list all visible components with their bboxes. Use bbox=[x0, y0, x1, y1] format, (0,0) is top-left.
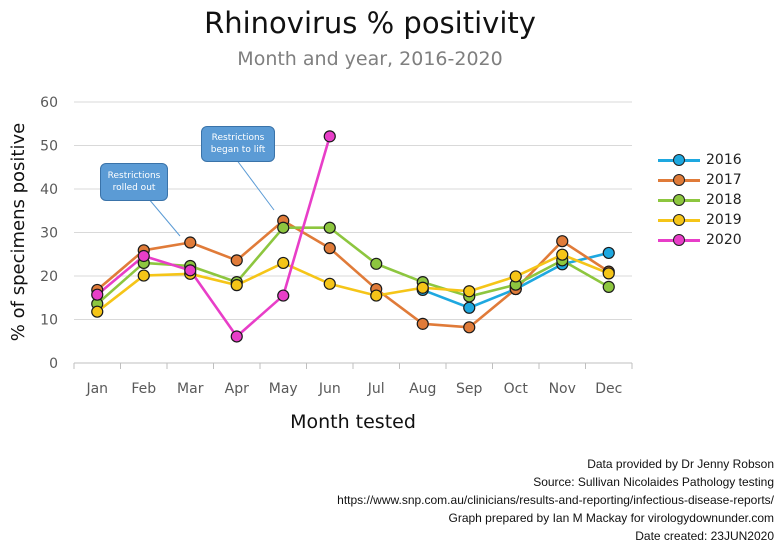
callout-text: Restrictions began to lift bbox=[210, 133, 266, 155]
x-axis-label: Month tested bbox=[290, 411, 416, 433]
y-axis-label: % of specimens positive bbox=[8, 123, 29, 341]
data-point-2019 bbox=[556, 248, 569, 261]
x-tick-label: Jun bbox=[318, 381, 341, 397]
y-tick-label: 30 bbox=[40, 226, 58, 242]
x-tick-label: Jan bbox=[85, 381, 108, 397]
chart-subtitle: Month and year, 2016-2020 bbox=[237, 48, 503, 70]
legend-label: 2017 bbox=[706, 172, 742, 188]
legend-label: 2018 bbox=[706, 192, 742, 208]
data-point-2017 bbox=[556, 235, 569, 248]
credit-line: https://www.snp.com.au/clinicians/result… bbox=[337, 493, 774, 507]
legend-swatch bbox=[658, 193, 700, 207]
callout-connector bbox=[147, 197, 181, 237]
legend-item-2017: 2017 bbox=[658, 170, 742, 190]
legend-swatch bbox=[658, 213, 700, 227]
legend-label: 2020 bbox=[706, 232, 742, 248]
series-line-2019 bbox=[96, 253, 610, 313]
legend-swatch bbox=[658, 173, 700, 187]
x-tick-label: Nov bbox=[549, 381, 576, 397]
y-tick-label: 50 bbox=[40, 139, 58, 155]
x-tick-label: Dec bbox=[595, 381, 622, 397]
credit-line: Data provided by Dr Jenny Robson bbox=[587, 457, 774, 471]
callout-restrictions-began-to-lift: Restrictions began to lift bbox=[201, 126, 275, 162]
callout-connectors bbox=[147, 158, 275, 237]
gridlines bbox=[74, 101, 632, 320]
credit-line: Graph prepared by Ian M Mackay for virol… bbox=[448, 511, 775, 525]
x-tick-label: Sep bbox=[456, 381, 483, 397]
data-point-2018 bbox=[370, 257, 383, 270]
x-tick-label: Feb bbox=[131, 381, 156, 397]
data-point-2019 bbox=[91, 305, 104, 318]
legend-swatch bbox=[658, 233, 700, 247]
credit-line: Source: Sullivan Nicolaides Pathology te… bbox=[533, 475, 774, 489]
data-point-2017 bbox=[230, 254, 243, 267]
x-tick-label: Aug bbox=[409, 381, 436, 397]
data-point-2017 bbox=[416, 317, 429, 330]
data-point-2019 bbox=[137, 269, 150, 282]
y-tick-label: 40 bbox=[40, 182, 58, 198]
y-tick-label: 60 bbox=[40, 95, 58, 111]
data-point-2020 bbox=[323, 130, 336, 143]
callout-connector bbox=[235, 158, 275, 211]
data-point-2019 bbox=[463, 285, 476, 298]
credit-line: Date created: 23JUN2020 bbox=[635, 529, 774, 543]
x-tick-label: Apr bbox=[225, 381, 249, 397]
x-tick-label: Oct bbox=[504, 381, 529, 397]
data-point-2019 bbox=[370, 289, 383, 302]
x-tick-label: May bbox=[269, 381, 298, 397]
data-point-2019 bbox=[230, 279, 243, 292]
data-point-2016 bbox=[602, 246, 615, 260]
data-point-2020 bbox=[137, 249, 150, 263]
data-point-2019 bbox=[277, 256, 290, 270]
legend-item-2016: 2016 bbox=[658, 150, 742, 170]
data-point-2016 bbox=[463, 301, 476, 314]
data-point-2018 bbox=[323, 221, 336, 234]
data-points bbox=[91, 130, 615, 343]
data-point-2019 bbox=[509, 270, 522, 283]
data-point-2019 bbox=[416, 281, 429, 294]
callout-restrictions-rolled-out: Restrictions rolled out bbox=[100, 163, 168, 201]
x-tick-label: Mar bbox=[177, 381, 204, 397]
series-line-2018 bbox=[96, 226, 610, 305]
y-tick-label: 0 bbox=[49, 356, 58, 372]
data-point-2018 bbox=[277, 221, 290, 234]
legend-swatch bbox=[658, 153, 700, 167]
data-point-2020 bbox=[184, 264, 197, 277]
credits-block: Data provided by Dr Jenny Robson Source:… bbox=[337, 455, 774, 545]
series-lines bbox=[96, 136, 610, 338]
legend-item-2019: 2019 bbox=[658, 210, 742, 230]
legend-item-2020: 2020 bbox=[658, 230, 742, 250]
data-point-2019 bbox=[323, 277, 336, 290]
y-tick-label: 10 bbox=[40, 313, 58, 329]
chart-title: Rhinovirus % positivity bbox=[204, 6, 536, 40]
data-point-2020 bbox=[277, 289, 290, 302]
data-point-2020 bbox=[230, 330, 243, 343]
series-line-2020 bbox=[96, 136, 331, 338]
callout-text: Restrictions rolled out bbox=[107, 171, 161, 193]
legend-label: 2019 bbox=[706, 212, 742, 228]
y-tick-label: 20 bbox=[40, 269, 58, 285]
data-point-2018 bbox=[602, 280, 615, 293]
data-point-2017 bbox=[184, 236, 197, 249]
legend-item-2018: 2018 bbox=[658, 190, 742, 210]
axes: 0 10 20 30 40 50 60 Jan Feb Mar Apr May Jun Jul Aug Sep… bbox=[40, 95, 633, 397]
data-point-2017 bbox=[323, 242, 336, 255]
data-point-2019 bbox=[602, 267, 615, 280]
data-point-2020 bbox=[91, 288, 104, 301]
legend: 2016 2017 2018 2019 2020 bbox=[658, 150, 742, 250]
x-tick-label: Jul bbox=[367, 381, 385, 397]
legend-label: 2016 bbox=[706, 152, 742, 168]
data-point-2017 bbox=[463, 321, 476, 334]
